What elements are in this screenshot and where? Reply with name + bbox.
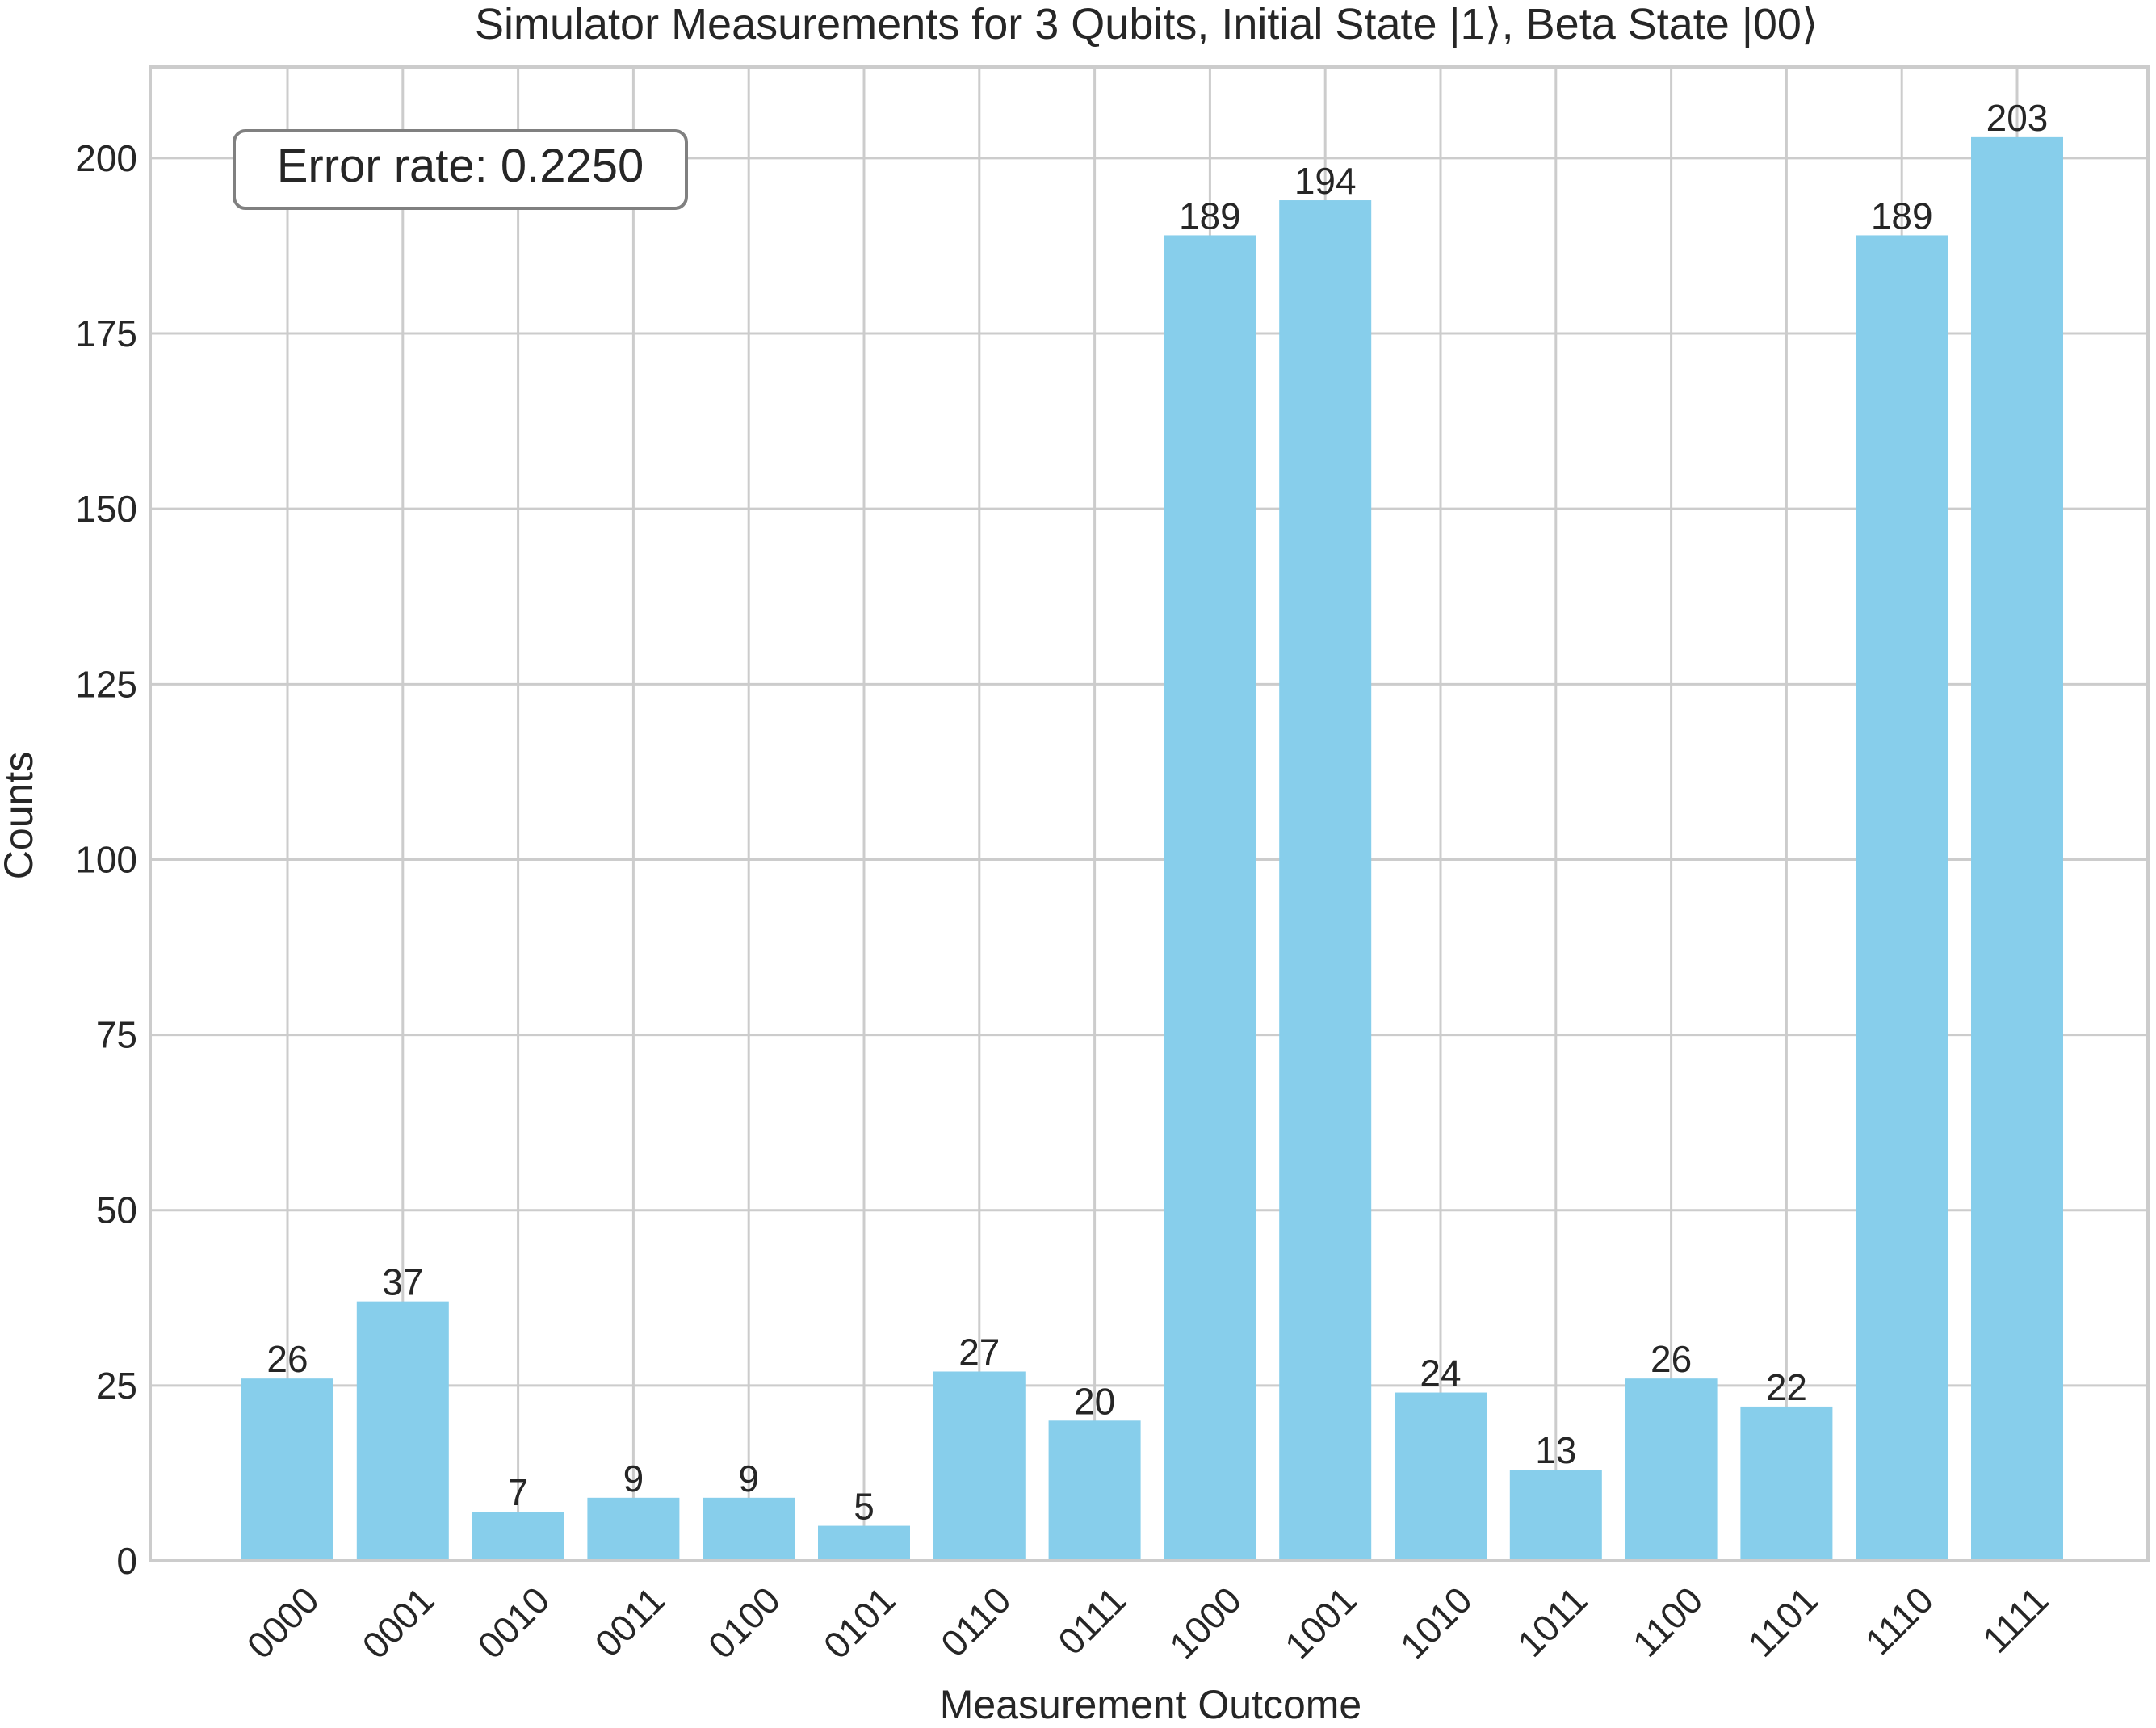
plot-frame: [149, 65, 2150, 1562]
x-axis-label: Measurement Outcome: [940, 1682, 1361, 1727]
y-tick-label: 125: [75, 663, 137, 705]
y-tick-label: 25: [96, 1365, 137, 1407]
bar-1100: [1625, 1378, 1718, 1561]
bar-0010: [472, 1512, 564, 1561]
x-tick-label-1100: 1100: [1625, 1579, 1711, 1665]
y-tick-label: 200: [75, 137, 137, 179]
data-label-1100: 26: [1651, 1338, 1692, 1380]
bar-1001: [1279, 200, 1372, 1562]
data-label-1110: 189: [1871, 195, 1933, 237]
x-tick-label-1101: 1101: [1740, 1579, 1827, 1665]
bar-0000: [241, 1378, 333, 1561]
data-label-0101: 5: [854, 1486, 875, 1528]
x-tick-label-1000: 1000: [1161, 1579, 1249, 1667]
x-tick-label-0111: 0111: [1050, 1579, 1134, 1663]
bar-0101: [818, 1525, 910, 1561]
y-axis-label: Counts: [0, 752, 41, 879]
x-tick-label-0011: 0011: [587, 1579, 673, 1665]
data-label-1010: 24: [1420, 1353, 1461, 1395]
y-tick-label: 0: [116, 1540, 137, 1582]
data-label-1101: 22: [1766, 1366, 1807, 1408]
x-tick-label-0110: 0110: [933, 1579, 1019, 1665]
bar-1010: [1395, 1392, 1487, 1561]
y-tick-labels: 0 25 50 75 100 125 150 175 200: [75, 137, 137, 1582]
x-tick-label-0101: 0101: [816, 1579, 904, 1667]
x-tick-label-0010: 0010: [469, 1579, 557, 1667]
data-label-0001: 37: [382, 1261, 423, 1303]
data-labels: 26 37 7 9 9 5 27 20 189 194 24 13 26 22 189 203: [266, 97, 2048, 1528]
data-label-1011: 13: [1535, 1429, 1576, 1471]
bar-1111: [1971, 136, 2063, 1561]
bar-0110: [933, 1371, 1026, 1561]
data-label-0110: 27: [958, 1331, 1000, 1373]
x-tick-label-1010: 1010: [1392, 1579, 1480, 1667]
chart-title: Simulator Measurements for 3 Qubits, Ini…: [475, 0, 1818, 48]
x-tick-labels: 0000 0001 0010 0011 0100 0101 0110 0111 1000 1001…: [239, 1579, 2057, 1667]
bar-0111: [1048, 1420, 1141, 1561]
y-tick-label: 100: [75, 838, 137, 880]
data-label-1000: 189: [1179, 195, 1241, 237]
grid: [150, 67, 2148, 1562]
bar-0001: [356, 1301, 449, 1561]
data-label-1001: 194: [1294, 160, 1357, 202]
bar-1101: [1740, 1406, 1833, 1561]
bar-1000: [1164, 235, 1256, 1562]
y-tick-label: 175: [75, 312, 137, 354]
data-label-0100: 9: [738, 1457, 759, 1499]
x-tick-label-0100: 0100: [700, 1579, 788, 1667]
bar-0100: [703, 1497, 795, 1561]
x-tick-label-0001: 0001: [354, 1579, 442, 1667]
data-label-1111: 203: [1986, 97, 2049, 139]
annotation-box: Error rate: 0.2250: [233, 129, 688, 210]
y-tick-label: 150: [75, 488, 137, 530]
bars: [241, 136, 2063, 1562]
x-tick-label-1001: 1001: [1277, 1579, 1365, 1667]
bar-1110: [1856, 235, 1948, 1562]
data-label-0111: 20: [1074, 1380, 1115, 1422]
y-tick-label: 50: [96, 1189, 137, 1231]
error-rate-annotation: Error rate: 0.2250: [277, 140, 644, 192]
x-tick-label-1111: 1111: [1974, 1579, 2057, 1661]
data-label-0011: 9: [623, 1457, 644, 1499]
x-tick-label-1011: 1011: [1509, 1579, 1596, 1665]
x-tick-label-0000: 0000: [239, 1579, 327, 1667]
bar-1011: [1509, 1470, 1602, 1561]
data-label-0010: 7: [508, 1471, 529, 1513]
bar-0011: [587, 1497, 680, 1561]
data-label-0000: 26: [266, 1338, 308, 1380]
x-tick-label-1110: 1110: [1857, 1579, 1941, 1663]
y-tick-label: 75: [96, 1014, 137, 1056]
